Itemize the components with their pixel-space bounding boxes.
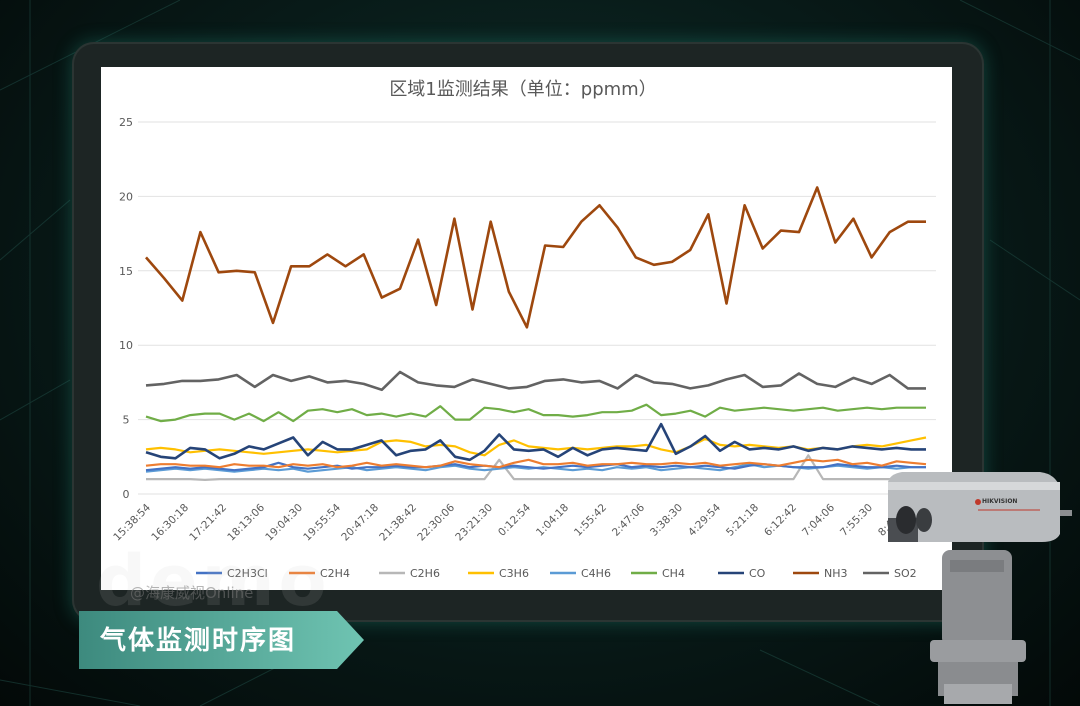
watermark-text: @海康威视Online [130,584,254,602]
x-tick-label: 7:55:30 [838,502,875,539]
y-tick-label: 0 [123,488,130,501]
caption-title: 气体监测时序图 [100,626,297,656]
legend-label: C2H6 [410,567,440,580]
series-line-so2 [145,370,926,392]
y-axis-ticks: 0 5 10 15 20 25 [119,116,133,501]
legend-label: C3H6 [499,567,529,580]
x-tick-label: 17:21:42 [187,502,229,544]
x-tick-label: 1:55:42 [572,502,609,539]
x-axis-ticks: 15:38:5416:30:1817:21:4218:13:0619:04:30… [111,501,913,543]
camera-brand-text: HIKVISION [982,498,1017,505]
x-tick-label: 19:04:30 [263,502,305,544]
y-tick-label: 10 [119,339,133,352]
x-tick-label: 21:38:42 [377,502,419,544]
series-line-ch4 [145,403,926,423]
series-line-c3h6 [145,436,927,457]
x-tick-label: 3:38:30 [648,502,685,539]
y-tick-label: 25 [119,116,133,129]
series-line-nh3 [145,186,926,329]
watermark-logo: demo [96,540,331,622]
x-tick-label: 0:12:54 [496,501,533,538]
series-line-c2h6 [146,454,926,481]
legend-label: NH3 [824,567,848,580]
series-line-co [145,422,926,462]
y-tick-label: 20 [119,190,133,203]
x-tick-label: 18:13:06 [225,501,267,543]
x-tick-label: 2:47:06 [610,501,647,538]
x-tick-label: 20:47:18 [339,502,381,544]
legend-label: CO [749,567,766,580]
x-tick-label: 16:30:18 [149,502,191,544]
legend-label: CH4 [662,567,685,580]
x-tick-label: 5:21:18 [724,502,761,539]
y-tick-label: 5 [123,414,130,427]
caption-banner [79,611,364,669]
gridlines [138,121,936,495]
y-tick-label: 15 [119,265,133,278]
line-chart: 区域1监测结果（单位：ppmm） 0 5 10 15 20 25 15:38:5416:3… [111,79,936,580]
x-tick-label: 19:55:54 [301,501,343,543]
legend-label: C2H3Cl [227,567,268,580]
legend-label: C4H6 [581,567,611,580]
x-tick-label: 1:04:18 [534,502,571,539]
series-lines [145,186,927,481]
legend-label: SO2 [894,567,917,580]
chart-screen: 区域1监测结果（单位：ppmm） 0 5 10 15 20 25 15:38:54 16:3… [101,67,952,590]
camera-device-image: HIKVISION [888,472,1072,704]
x-tick-label: 15:38:54 [111,501,153,543]
legend: C2H3Cl C2H4 C2H6 C3H6 C4H6 CH4 CO NH3 SO2 [196,567,917,580]
legend-label: C2H4 [320,567,350,580]
series-line-c2h3cl [145,461,926,472]
x-tick-label: 6:12:42 [762,502,799,539]
series-line-c2h4 [145,458,927,469]
x-tick-label: 4:29:54 [686,501,723,538]
chart-title: 区域1监测结果（单位：ppmm） [389,79,656,100]
x-tick-label: 7:04:06 [800,501,837,538]
x-tick-label: 23:21:30 [453,502,495,544]
x-tick-label: 22:30:06 [415,501,457,543]
